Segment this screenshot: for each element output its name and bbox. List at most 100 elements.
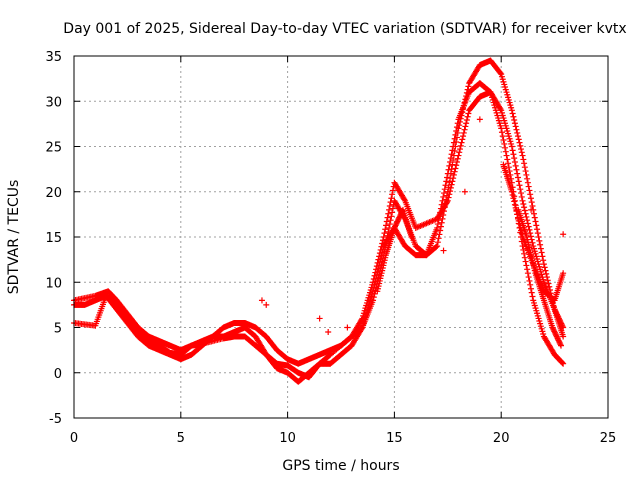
- data-point: [501, 140, 508, 147]
- data-point: [529, 239, 536, 246]
- x-axis-label: GPS time / hours: [282, 458, 399, 474]
- data-point: [541, 264, 548, 271]
- data-point: [443, 178, 450, 185]
- data-point: [521, 204, 528, 211]
- data-point: [545, 280, 552, 287]
- data-point: [559, 360, 566, 367]
- data-point: [528, 199, 535, 206]
- data-point: [386, 224, 393, 231]
- data-point: [524, 266, 531, 273]
- data-point: [510, 113, 517, 120]
- x-tick-label: 5: [177, 431, 185, 446]
- data-point: [521, 164, 528, 171]
- data-point: [389, 209, 396, 216]
- data-point: [513, 126, 520, 133]
- data-point: [454, 155, 461, 162]
- data-point: [376, 250, 383, 257]
- data-point: [401, 196, 408, 203]
- data-point: [526, 187, 533, 194]
- data-point: [381, 230, 388, 237]
- data-point: [511, 155, 518, 162]
- data-point: [453, 124, 460, 131]
- data-point: [370, 276, 377, 283]
- x-tick-label: 10: [279, 431, 296, 446]
- data-point: [389, 191, 396, 198]
- data-point: [460, 129, 467, 136]
- y-tick-label: 25: [45, 141, 62, 156]
- data-point: [529, 293, 536, 300]
- data-point: [510, 195, 517, 202]
- data-point: [512, 123, 519, 130]
- data-point: [455, 152, 462, 159]
- data-point: [258, 297, 265, 304]
- data-point: [373, 266, 380, 273]
- data-point: [558, 342, 565, 349]
- data-point: [527, 191, 534, 198]
- data-point: [445, 166, 452, 173]
- data-point: [447, 188, 454, 195]
- data-point: [542, 267, 549, 274]
- data-point: [523, 213, 530, 220]
- data-point: [452, 165, 459, 172]
- data-point: [515, 136, 522, 143]
- data-point: [439, 215, 446, 222]
- data-point: [436, 231, 443, 238]
- data-point: [521, 250, 528, 257]
- data-point: [435, 235, 442, 242]
- data-point: [437, 227, 444, 234]
- data-point: [509, 191, 516, 198]
- data-point: [448, 181, 455, 188]
- data-point: [546, 283, 553, 290]
- series-track-d: [500, 161, 567, 304]
- data-point: [325, 329, 332, 336]
- data-point: [543, 270, 550, 277]
- series-track-a: [71, 57, 567, 367]
- data-point: [433, 243, 440, 250]
- data-point: [511, 116, 518, 123]
- data-point: [527, 285, 534, 292]
- y-tick-label: 10: [45, 276, 62, 291]
- data-point: [450, 171, 457, 178]
- data-point: [384, 214, 391, 221]
- data-point: [520, 246, 527, 253]
- data-point: [476, 116, 483, 123]
- data-point: [450, 139, 457, 146]
- data-point: [387, 199, 394, 206]
- data-point: [498, 129, 505, 136]
- data-point: [461, 126, 468, 133]
- data-point: [507, 171, 514, 178]
- data-point: [539, 253, 546, 260]
- data-point: [537, 245, 544, 252]
- data-point: [379, 237, 386, 244]
- data-point: [263, 301, 270, 308]
- data-point: [444, 199, 451, 206]
- data-point: [526, 226, 533, 233]
- series-outliers: [258, 116, 567, 336]
- data-point: [511, 198, 518, 205]
- data-point: [558, 359, 565, 366]
- x-tick-label: 15: [386, 431, 403, 446]
- data-point: [388, 195, 395, 202]
- data-point: [514, 129, 521, 136]
- data-point: [382, 226, 389, 233]
- data-point: [452, 131, 459, 138]
- data-point: [372, 269, 379, 276]
- data-point: [386, 221, 393, 228]
- data-point: [535, 234, 542, 240]
- data-point: [497, 70, 504, 77]
- data-point: [463, 120, 470, 127]
- data-point: [446, 191, 453, 198]
- data-point: [506, 168, 513, 175]
- data-point: [458, 139, 465, 146]
- series-track-f: [515, 206, 565, 349]
- data-point: [358, 316, 365, 323]
- data-point: [518, 227, 525, 234]
- data-point: [438, 219, 445, 226]
- data-point: [358, 325, 365, 332]
- data-point: [383, 218, 390, 225]
- data-point: [505, 164, 512, 171]
- data-point: [519, 197, 526, 204]
- data-point: [503, 152, 510, 159]
- data-point: [505, 160, 512, 167]
- data-point: [460, 133, 467, 140]
